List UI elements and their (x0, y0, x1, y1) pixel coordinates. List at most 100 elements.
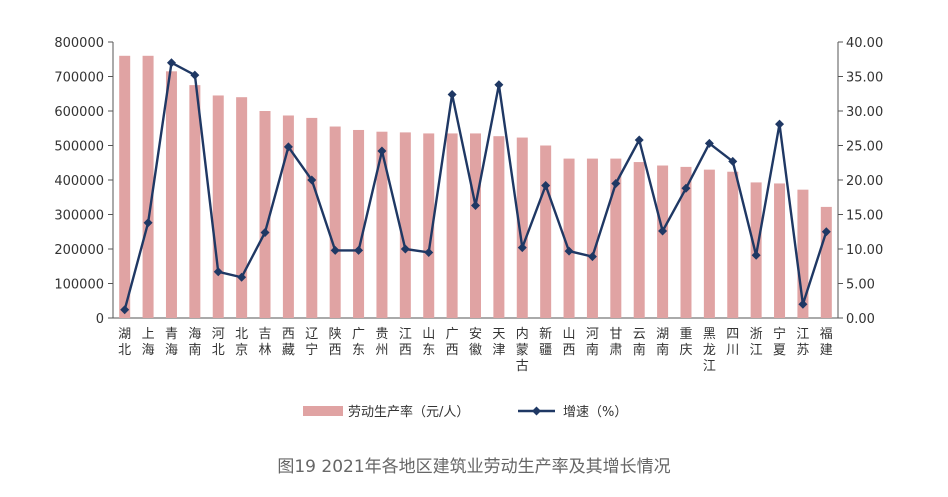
growth-point (400, 244, 410, 254)
growth-point (213, 267, 223, 277)
category-label: 广东 (352, 327, 365, 358)
axes: 0 100000 200000 300000 400000 500000 600000 700… (54, 36, 883, 327)
bar-productivity (165, 71, 177, 318)
right-tick-label: 10.00 (846, 243, 883, 258)
bar-productivity (610, 158, 622, 318)
growth-point (798, 299, 808, 309)
left-tick-label: 200000 (54, 243, 104, 258)
growth-point (704, 138, 714, 148)
left-tick-label: 100000 (54, 278, 104, 293)
bar-productivity (329, 126, 341, 319)
category-labels: 湖北上海青海海南河北北京吉林西藏辽宁陕西广东贵州江西山东广西安徽天津内蒙古新疆山… (118, 326, 833, 374)
category-label: 青海 (165, 327, 178, 358)
bar-productivity (633, 162, 645, 318)
bar-productivity (493, 136, 505, 318)
bar-productivity (282, 115, 294, 318)
category-label: 贵州 (375, 327, 388, 358)
right-tick-label: 15.00 (846, 209, 883, 224)
category-label: 上海 (142, 327, 155, 358)
growth-point (471, 201, 480, 211)
growth-point (775, 119, 785, 129)
growth-point (634, 135, 644, 145)
category-label: 新疆 (539, 326, 552, 358)
right-tick-label: 40.00 (846, 36, 883, 51)
legend-line-label: 增速（%） (563, 405, 627, 420)
left-tick-label: 800000 (54, 36, 104, 51)
growth-point (377, 146, 387, 156)
bar-productivity (259, 111, 271, 318)
bar-productivity (306, 117, 318, 319)
category-label: 黑龙江 (703, 327, 716, 374)
bar-productivity (563, 158, 575, 318)
bar-productivity (142, 55, 154, 319)
category-label: 重庆 (679, 326, 692, 358)
right-tick-label: 30.00 (846, 105, 883, 120)
left-tick-label: 300000 (54, 209, 104, 224)
legend-line-marker (532, 406, 541, 416)
category-label: 山西 (563, 327, 576, 358)
growth-point (237, 272, 247, 282)
bar-productivity (376, 131, 388, 318)
growth-point (166, 58, 176, 68)
growth-point (587, 252, 597, 262)
growth-point (190, 70, 200, 80)
legend: 劳动生产率（元/人） 增速（%） (303, 404, 627, 420)
growth-point (424, 247, 434, 257)
category-label: 天津 (492, 327, 505, 358)
growth-point (564, 246, 574, 256)
category-label: 陕西 (329, 327, 342, 358)
category-label: 云南 (633, 327, 646, 358)
growth-point (541, 181, 551, 191)
category-label: 内蒙古 (516, 326, 529, 374)
growth-point (728, 156, 738, 166)
growth-point (143, 218, 153, 228)
legend-bar-label: 劳动生产率（元/人） (348, 404, 469, 420)
category-label: 甘肃 (609, 327, 622, 358)
growth-point (283, 142, 293, 152)
bar-productivity (703, 169, 715, 318)
growth-point (681, 183, 691, 193)
bar-productivity (399, 132, 411, 318)
category-label: 浙江 (750, 327, 763, 358)
bar-productivity (727, 171, 739, 318)
legend-bar-swatch (303, 406, 343, 416)
growth-point (120, 305, 130, 315)
growth-point (751, 250, 761, 260)
right-tick-label: 35.00 (846, 71, 883, 86)
growth-point (494, 80, 504, 90)
growth-point (260, 227, 270, 237)
growth-point (517, 243, 527, 253)
growth-point (354, 245, 364, 255)
category-label: 宁夏 (773, 326, 786, 358)
right-tick-label: 20.00 (846, 174, 883, 189)
category-label: 河南 (586, 327, 599, 358)
bar-productivity (680, 166, 692, 318)
category-label: 辽宁 (305, 327, 318, 358)
category-label: 北京 (235, 327, 248, 358)
category-label: 湖北 (118, 327, 131, 358)
category-label: 海南 (188, 327, 201, 358)
growth-point (821, 227, 831, 237)
category-label: 吉林 (259, 327, 272, 358)
bar-productivity (353, 129, 365, 318)
category-label: 西藏 (282, 327, 295, 358)
bar-productivity (797, 189, 809, 318)
bar-productivity (446, 133, 458, 318)
left-tick-label: 700000 (54, 71, 104, 86)
right-tick-label: 5.00 (846, 278, 875, 293)
left-tick-label: 600000 (54, 105, 104, 120)
bar-productivity (820, 206, 832, 318)
bar-productivity (189, 85, 201, 318)
left-tick-label: 500000 (54, 140, 104, 155)
bar-productivity (774, 183, 786, 318)
category-label: 广西 (446, 327, 459, 358)
bar-productivity (470, 133, 481, 318)
growth-point (330, 245, 340, 255)
bar-productivity (236, 97, 248, 318)
category-label: 江苏 (796, 327, 809, 358)
bar-productivity (657, 165, 669, 318)
right-tick-label: 0.00 (846, 312, 875, 327)
growth-point (447, 89, 457, 99)
